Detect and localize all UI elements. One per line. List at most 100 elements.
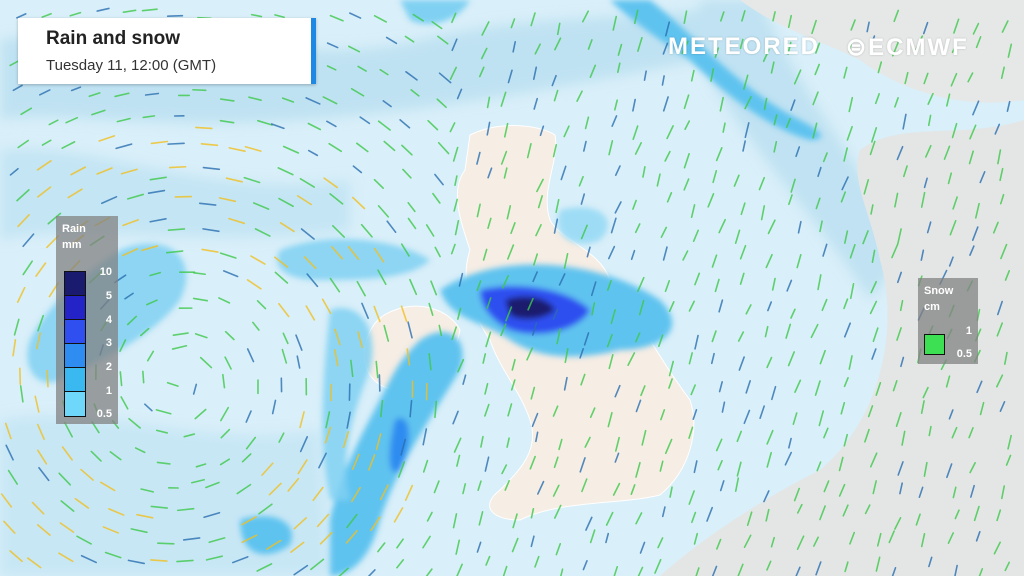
wind-stroke [98, 135, 116, 142]
wind-stroke [692, 229, 699, 243]
wind-stroke [70, 166, 87, 176]
wind-stroke [971, 226, 979, 241]
wind-stroke [361, 302, 369, 319]
wind-stroke [578, 175, 584, 187]
wind-stroke [383, 140, 396, 152]
wind-stroke [927, 114, 932, 127]
wind-stroke [194, 408, 207, 420]
title-panel: Rain and snow Tuesday 11, 12:00 (GMT) [18, 18, 316, 84]
wind-stroke [719, 96, 724, 112]
wind-stroke [144, 403, 153, 412]
wind-stroke [707, 193, 715, 208]
wind-stroke [37, 186, 52, 198]
wind-stroke [639, 541, 646, 554]
wind-stroke [894, 97, 899, 108]
wind-stroke [767, 301, 773, 312]
wind-stroke [579, 347, 585, 359]
wind-stroke [295, 334, 303, 351]
wind-stroke [451, 326, 457, 341]
wind-stroke [91, 109, 106, 116]
wind-stroke [976, 380, 983, 394]
wind-stroke [157, 542, 175, 545]
wind-stroke [201, 248, 219, 253]
wind-stroke [486, 121, 491, 136]
wind-stroke [633, 9, 639, 25]
wind-stroke [643, 70, 647, 81]
wind-stroke [350, 359, 354, 378]
wind-stroke [632, 199, 637, 210]
wind-stroke [530, 12, 536, 27]
wind-stroke [219, 98, 235, 102]
wind-stroke [127, 559, 145, 565]
wind-stroke [711, 254, 718, 268]
wind-stroke [532, 271, 538, 283]
wind-stroke [605, 532, 610, 544]
wind-stroke [817, 166, 822, 178]
wind-stroke [352, 196, 366, 210]
wind-stroke [876, 532, 882, 547]
wind-stroke [683, 10, 688, 24]
wind-stroke [67, 188, 83, 199]
wind-stroke [871, 249, 876, 264]
wind-stroke [502, 565, 508, 576]
wind-stroke [194, 333, 208, 339]
snow-tick: 1 [965, 325, 972, 337]
wind-stroke [149, 218, 167, 223]
wind-stroke [96, 7, 110, 12]
wind-stroke [978, 568, 984, 576]
wind-stroke [711, 330, 717, 343]
wind-stroke [842, 504, 849, 517]
wind-stroke [501, 464, 508, 475]
wind-stroke [486, 96, 491, 109]
wind-stroke [36, 160, 52, 171]
wind-stroke [811, 19, 817, 35]
wind-stroke [257, 119, 273, 126]
wind-stroke [796, 503, 803, 514]
wind-stroke [718, 381, 723, 393]
wind-stroke [945, 375, 951, 388]
wind-stroke [606, 333, 613, 348]
wind-stroke [630, 484, 636, 495]
wind-stroke [773, 141, 778, 153]
wind-stroke [367, 569, 376, 576]
wind-stroke [333, 349, 339, 367]
wind-stroke [500, 91, 507, 107]
wind-stroke [838, 483, 846, 497]
wind-stroke [786, 279, 793, 292]
wind-stroke [790, 99, 796, 111]
wind-stroke [35, 262, 47, 277]
wind-stroke [250, 255, 266, 265]
wind-stroke [90, 450, 102, 462]
wind-stroke [452, 513, 458, 529]
wind-stroke [7, 469, 19, 485]
wind-stroke [993, 541, 1001, 555]
wind-stroke [920, 532, 926, 548]
wind-stroke [59, 522, 75, 533]
wind-stroke [38, 466, 50, 482]
wind-stroke [299, 411, 305, 429]
wind-stroke [668, 301, 675, 312]
wind-stroke [296, 355, 301, 369]
wind-stroke [840, 191, 847, 203]
wind-stroke [661, 506, 666, 518]
wind-stroke [17, 139, 30, 149]
wind-stroke [894, 517, 902, 530]
wind-stroke [607, 245, 616, 260]
wind-stroke [13, 318, 20, 336]
wind-stroke [507, 244, 515, 260]
wind-stroke [810, 323, 819, 339]
wind-stroke [1007, 43, 1013, 58]
wind-stroke [220, 406, 230, 422]
wind-stroke [452, 410, 459, 425]
wind-stroke [554, 504, 562, 519]
wind-stroke [487, 217, 492, 230]
wind-stroke [737, 563, 744, 576]
wind-stroke [817, 274, 822, 291]
wind-stroke [823, 480, 830, 493]
wind-stroke [380, 399, 384, 418]
wind-stroke [122, 219, 139, 227]
wind-stroke [844, 230, 849, 244]
wind-stroke [404, 35, 415, 43]
wind-stroke [637, 566, 644, 576]
